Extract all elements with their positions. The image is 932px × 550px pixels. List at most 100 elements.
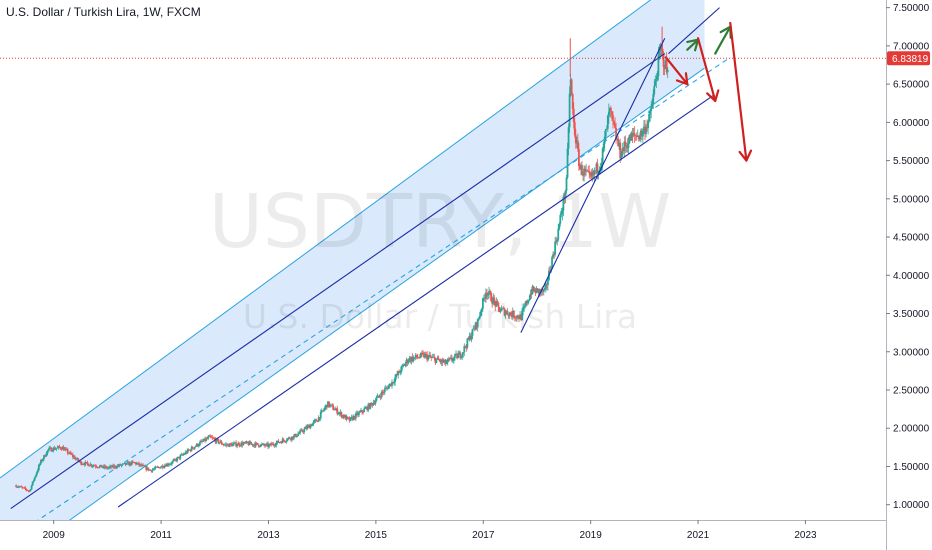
candle-body bbox=[272, 443, 275, 445]
candle-body bbox=[62, 447, 65, 451]
candle-body bbox=[183, 454, 186, 455]
candle-body bbox=[580, 165, 582, 169]
candle-body bbox=[172, 460, 174, 462]
candle-body bbox=[350, 416, 353, 418]
candle-body bbox=[133, 462, 136, 464]
candle-body bbox=[92, 465, 95, 467]
candle-body bbox=[530, 293, 533, 295]
candle-body bbox=[199, 442, 201, 446]
candle-body bbox=[314, 419, 317, 421]
x-tick-label: 2009 bbox=[43, 530, 66, 541]
candle-body bbox=[53, 447, 56, 450]
candle-body bbox=[585, 170, 588, 172]
candle-body bbox=[596, 163, 599, 173]
candle-body bbox=[132, 461, 135, 463]
candle-body bbox=[19, 486, 22, 488]
candle-body bbox=[47, 449, 50, 452]
candle-body bbox=[399, 372, 402, 374]
candle-body bbox=[344, 415, 347, 420]
candle-body bbox=[410, 356, 413, 362]
candle-body bbox=[196, 443, 199, 447]
candle-body bbox=[443, 359, 446, 362]
candle-body bbox=[489, 291, 491, 294]
candle-body bbox=[63, 448, 66, 451]
candle-body bbox=[535, 288, 538, 294]
candle-body bbox=[435, 359, 438, 363]
candle-body bbox=[38, 463, 41, 466]
candle-body bbox=[348, 418, 351, 421]
candle-body bbox=[65, 449, 68, 450]
candle-body bbox=[345, 416, 348, 420]
red-arrow-shaft bbox=[664, 56, 689, 86]
candle-body bbox=[624, 141, 627, 147]
candle-body bbox=[523, 306, 526, 309]
candle-body bbox=[367, 404, 370, 411]
candle-body bbox=[597, 170, 600, 173]
candle-body bbox=[383, 388, 386, 393]
red-arrow-shaft bbox=[696, 37, 717, 103]
candle-body bbox=[51, 451, 54, 452]
candle-body bbox=[476, 319, 479, 328]
candle-body bbox=[479, 311, 482, 316]
candle-body bbox=[423, 353, 425, 358]
candle-body bbox=[507, 314, 510, 317]
candle-body bbox=[566, 148, 569, 178]
candle-body bbox=[43, 455, 45, 459]
candle-body bbox=[430, 357, 433, 358]
candle-body bbox=[311, 423, 314, 427]
candle-body bbox=[49, 447, 52, 449]
candle-body bbox=[296, 436, 298, 437]
candle-body bbox=[428, 355, 431, 357]
candle-body bbox=[392, 381, 394, 383]
candle-body bbox=[573, 122, 576, 136]
candle-body bbox=[247, 442, 250, 446]
candle-body bbox=[41, 460, 43, 461]
candle-body bbox=[234, 442, 236, 444]
candle-body bbox=[632, 133, 635, 136]
candle-body bbox=[249, 441, 252, 444]
candle-body bbox=[162, 467, 165, 468]
candle-body bbox=[533, 289, 536, 291]
candle-body bbox=[449, 357, 452, 359]
candle-body bbox=[258, 446, 261, 448]
candle-body bbox=[54, 448, 57, 450]
candle-body bbox=[515, 317, 517, 319]
candle-body bbox=[349, 417, 352, 421]
candle-body bbox=[294, 434, 296, 436]
candle-body bbox=[88, 465, 91, 467]
candle-body bbox=[541, 288, 544, 292]
candle-body bbox=[168, 464, 170, 466]
candle-body bbox=[98, 465, 101, 468]
x-tick-label: 2015 bbox=[365, 530, 388, 541]
candle-body bbox=[99, 464, 102, 466]
candle-body bbox=[123, 463, 126, 464]
candle-body bbox=[148, 469, 151, 471]
candle-body bbox=[215, 438, 218, 443]
candle-body bbox=[558, 223, 561, 229]
candle-body bbox=[561, 210, 564, 215]
candle-body bbox=[633, 133, 636, 136]
candle-body bbox=[165, 463, 168, 467]
candle-body bbox=[152, 469, 155, 470]
candle-body bbox=[193, 446, 196, 449]
candle-body bbox=[96, 467, 99, 468]
candle-body bbox=[638, 136, 641, 140]
candle-body bbox=[499, 310, 502, 313]
candle-body bbox=[326, 405, 328, 408]
candle-body bbox=[126, 462, 129, 464]
candle-body bbox=[436, 357, 439, 360]
candle-body bbox=[323, 407, 326, 410]
candle-body bbox=[291, 436, 294, 439]
candle-body bbox=[394, 377, 396, 383]
candle-body bbox=[270, 443, 273, 446]
candle-body bbox=[378, 396, 381, 398]
candle-body bbox=[351, 416, 354, 420]
candle-body bbox=[647, 121, 649, 129]
candle-body bbox=[240, 442, 243, 446]
candle-body bbox=[50, 447, 53, 452]
candle-body bbox=[653, 85, 656, 95]
candle-body bbox=[155, 466, 158, 468]
candle-body bbox=[588, 171, 591, 173]
candle-body bbox=[260, 444, 263, 446]
candle-body bbox=[512, 310, 515, 318]
